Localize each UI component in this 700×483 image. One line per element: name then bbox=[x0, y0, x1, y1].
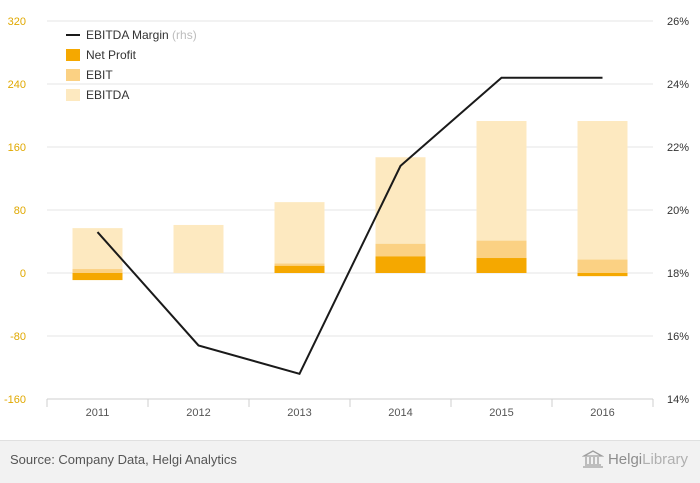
bar-net-profit bbox=[72, 273, 123, 281]
bar-net-profit bbox=[375, 256, 426, 273]
bar-net-profit bbox=[577, 273, 628, 277]
bar-ebitda bbox=[577, 121, 628, 273]
footer: Source: Company Data, Helgi Analytics He… bbox=[0, 440, 700, 483]
source-note: Source: Company Data, Helgi Analytics bbox=[10, 452, 237, 467]
y-right-tick-label: 14% bbox=[667, 394, 689, 406]
bar-net-profit bbox=[476, 258, 527, 273]
legend-label: Net Profit bbox=[86, 48, 137, 62]
bar-net-profit bbox=[274, 265, 325, 273]
x-tick-label: 2016 bbox=[590, 407, 614, 419]
legend-label-suffix: (rhs) bbox=[169, 28, 197, 42]
y-left-tick-label: -80 bbox=[10, 331, 26, 343]
legend-swatch bbox=[66, 49, 80, 61]
legend-swatch bbox=[66, 69, 80, 81]
line-ebitda-margin bbox=[96, 76, 603, 375]
legend-swatch bbox=[66, 89, 80, 101]
x-tick-label: 2011 bbox=[86, 407, 110, 419]
bar-ebitda bbox=[274, 202, 325, 273]
y-left-tick-label: 320 bbox=[8, 16, 26, 28]
chart: 320 240 160 80 0 -80 -160 26% 24% 22% 20% 18% 16% 14%… bbox=[4, 16, 689, 419]
legend-label: EBIT bbox=[86, 68, 113, 82]
y-right-tick-label: 26% bbox=[667, 16, 689, 28]
y-left-tick-label: 80 bbox=[14, 205, 26, 217]
x-tick-label: 2015 bbox=[489, 407, 513, 419]
y-right-tick-label: 16% bbox=[667, 331, 689, 343]
y-left-tick-label: -160 bbox=[4, 394, 26, 406]
y-right-tick-label: 18% bbox=[667, 268, 689, 280]
library-building-icon bbox=[581, 450, 604, 468]
legend-label: EBITDA Margin (rhs) bbox=[86, 28, 197, 42]
y-left-tick-label: 240 bbox=[8, 79, 26, 91]
y-right-tick-label: 20% bbox=[667, 205, 689, 217]
y-right-tick-label: 24% bbox=[667, 79, 689, 91]
bar-ebit bbox=[577, 259, 628, 273]
y-right-tick-label: 22% bbox=[667, 142, 689, 154]
helgi-library-logo[interactable]: Helgi Library bbox=[581, 450, 688, 468]
legend-label: EBITDA bbox=[86, 88, 129, 102]
brand-name-part2: Library bbox=[642, 450, 688, 468]
x-tick-label: 2014 bbox=[388, 407, 412, 419]
x-tick-label: 2013 bbox=[287, 407, 311, 419]
y-left-tick-label: 0 bbox=[20, 268, 26, 280]
bar-ebit bbox=[72, 269, 123, 273]
x-tick-label: 2012 bbox=[186, 407, 210, 419]
y-left-tick-label: 160 bbox=[8, 142, 26, 154]
brand-name-part1: Helgi bbox=[607, 450, 643, 468]
bar-ebitda bbox=[173, 224, 224, 273]
